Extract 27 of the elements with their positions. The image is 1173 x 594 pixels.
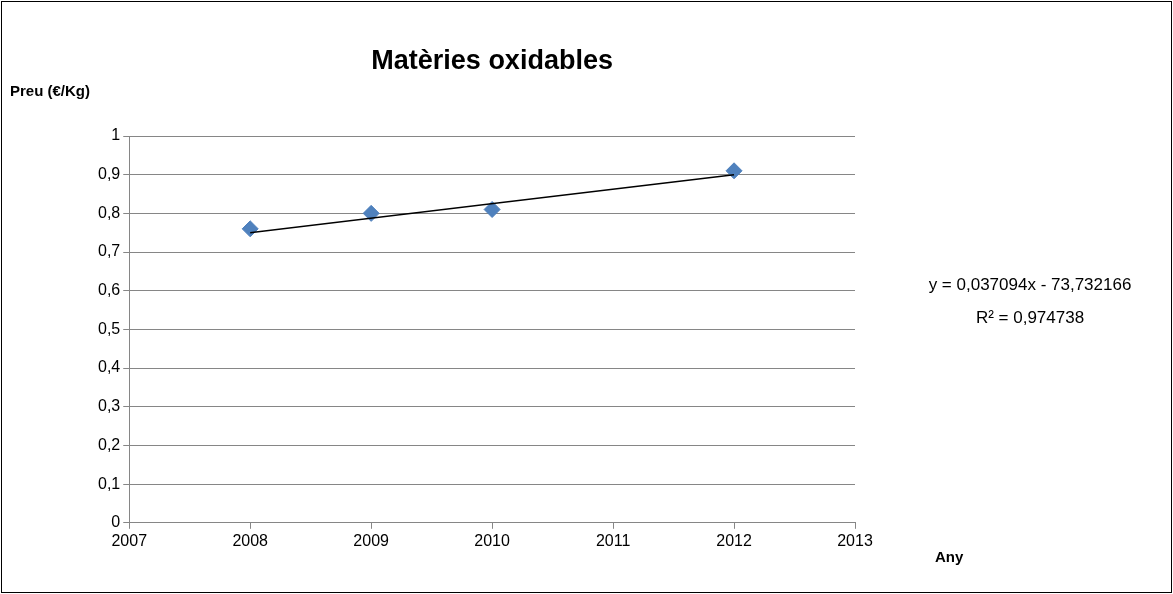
point bbox=[362, 204, 380, 222]
y-tick-label: 0,3 bbox=[97, 397, 121, 415]
x-tick-label: 2011 bbox=[595, 531, 631, 549]
y-tick-label: 0,7 bbox=[97, 242, 121, 260]
y-tick-label: 1 bbox=[111, 126, 121, 144]
x-tick-label: 2009 bbox=[353, 531, 390, 549]
point bbox=[483, 200, 501, 218]
x-tick-label: 2008 bbox=[232, 531, 269, 549]
y-tick-label: 0,4 bbox=[97, 358, 121, 376]
x-tick-label: 2010 bbox=[474, 531, 511, 549]
text: R² = 0,974738 bbox=[975, 307, 1085, 327]
x-axis-title: Any bbox=[935, 547, 964, 565]
x-tick-label: 2007 bbox=[111, 531, 148, 549]
y-tick-label: 0,6 bbox=[97, 281, 121, 299]
x-tick-label: 2012 bbox=[716, 531, 752, 549]
y-tick-label: 0,9 bbox=[97, 165, 121, 183]
y-tick-label: 0,8 bbox=[97, 203, 121, 221]
point bbox=[241, 220, 259, 238]
y-tick-label: 0,2 bbox=[97, 435, 121, 453]
point bbox=[725, 162, 743, 180]
text: y = 0,037094x - 73,732166 bbox=[928, 274, 1132, 294]
y-tick-label: 0,1 bbox=[97, 474, 121, 492]
x-tick-label: 2013 bbox=[837, 531, 873, 549]
y-axis-title: Preu (€/Kg) bbox=[10, 82, 91, 100]
y-tick-label: 0,5 bbox=[97, 319, 121, 337]
chart-title: Matèries oxidables bbox=[371, 45, 613, 76]
y-tick-label: 0 bbox=[111, 513, 121, 531]
